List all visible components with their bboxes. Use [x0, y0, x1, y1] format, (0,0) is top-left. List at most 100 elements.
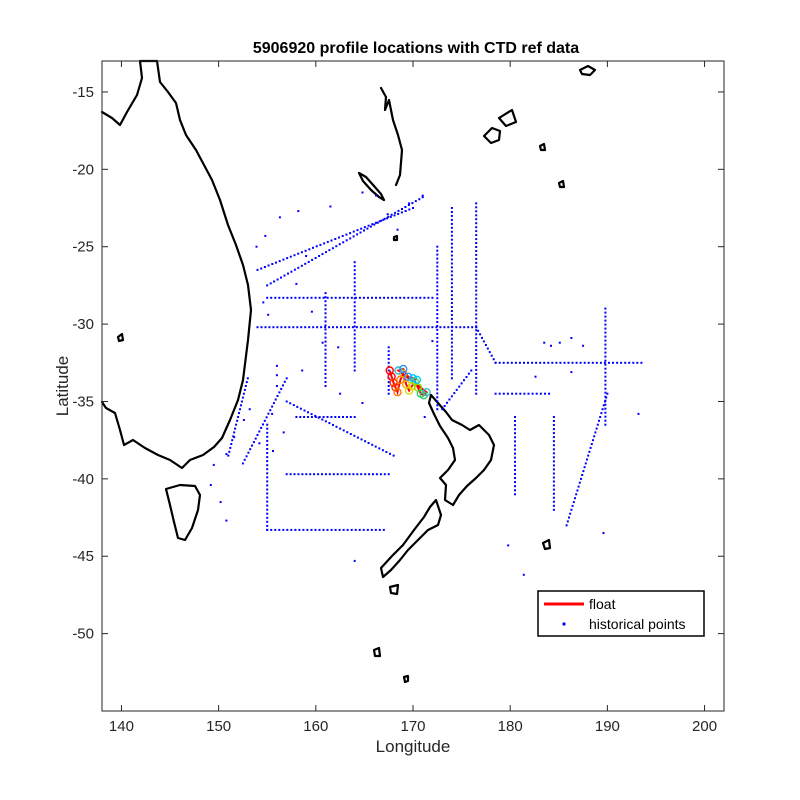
historical-point: [387, 385, 390, 387]
historical-point: [539, 392, 542, 395]
historical-point: [436, 344, 439, 347]
historical-point: [324, 316, 327, 319]
historical-point: [298, 528, 301, 531]
x-axis-label: Longitude: [376, 737, 451, 756]
historical-point: [376, 221, 379, 224]
historical-point: [423, 326, 426, 329]
stewart-island-coastline: [388, 583, 400, 596]
historical-point: [271, 405, 274, 408]
historical-point: [338, 296, 341, 299]
historical-points-layer: [209, 191, 643, 593]
historical-point: [475, 388, 478, 391]
historical-point: [436, 301, 439, 304]
historical-point: [605, 396, 608, 399]
historical-point: [602, 532, 605, 534]
historical-point: [570, 508, 573, 511]
historical-point: [366, 528, 369, 531]
float-profile-marker: [393, 388, 402, 397]
historical-point: [328, 249, 331, 252]
historical-point: [436, 348, 439, 351]
historical-point: [381, 449, 384, 452]
historical-point: [450, 329, 453, 332]
historical-point: [251, 444, 253, 447]
historical-point: [582, 344, 585, 347]
historical-point: [450, 395, 453, 398]
historical-point: [475, 210, 478, 213]
historical-point: [359, 231, 362, 234]
historical-point: [415, 296, 418, 299]
historical-point: [397, 212, 400, 215]
historical-point: [266, 448, 269, 450]
historical-point: [604, 415, 607, 418]
historical-point: [229, 446, 232, 449]
legend-box: [537, 590, 705, 637]
historical-point: [274, 528, 277, 531]
historical-point: [266, 512, 269, 515]
chart-title: 5906920 profile locations with CTD ref d…: [253, 40, 579, 57]
historical-point: [310, 528, 313, 531]
float-track: [388, 367, 429, 397]
historical-point: [584, 462, 587, 465]
historical-point: [640, 361, 643, 364]
historical-point: [587, 454, 590, 457]
historical-point: [303, 416, 306, 418]
historical-point: [326, 296, 329, 299]
historical-point: [243, 388, 246, 391]
historical-point: [340, 326, 342, 329]
historical-point: [368, 473, 371, 476]
historical-point: [570, 337, 573, 339]
historical-point: [544, 392, 546, 395]
historical-point: [628, 361, 631, 364]
historical-point: [453, 392, 456, 395]
float-profile-marker: [399, 364, 408, 374]
historical-point: [353, 281, 356, 284]
historical-point: [387, 381, 390, 384]
historical-point: [601, 408, 604, 411]
historical-point: [604, 343, 607, 346]
historical-point: [436, 404, 439, 407]
historical-point: [345, 416, 348, 418]
historical-point: [248, 408, 251, 411]
historical-point: [492, 358, 495, 361]
historical-point: [394, 211, 397, 214]
historical-point: [475, 297, 478, 300]
historical-point: [450, 349, 453, 352]
historical-point: [552, 468, 555, 471]
historical-point: [450, 361, 453, 364]
historical-point: [436, 289, 439, 292]
historical-point: [297, 210, 300, 213]
historical-point: [387, 354, 390, 356]
y-tick-label: -45: [72, 548, 94, 565]
historical-point: [435, 326, 438, 329]
historical-point: [371, 326, 374, 329]
historical-point: [290, 528, 293, 531]
historical-point: [514, 452, 516, 455]
historical-point: [239, 408, 241, 411]
historical-point: [467, 372, 470, 375]
legend-float-label: float: [589, 596, 616, 612]
historical-point: [236, 419, 239, 422]
historical-point: [328, 473, 331, 476]
historical-point: [330, 528, 333, 531]
historical-point: [427, 326, 430, 329]
historical-point: [289, 255, 292, 258]
historical-point: [604, 327, 607, 330]
historical-point: [436, 313, 439, 316]
fiji-coastline: [482, 108, 518, 145]
float-profile-marker: [391, 383, 400, 392]
historical-point: [266, 508, 269, 511]
historical-point: [367, 296, 369, 299]
historical-point: [514, 424, 516, 427]
historical-point: [475, 376, 478, 379]
historical-point: [310, 413, 313, 416]
historical-point: [616, 361, 619, 364]
historical-point: [450, 290, 453, 293]
historical-point: [225, 519, 228, 522]
historical-point: [436, 360, 439, 363]
historical-point: [353, 434, 356, 437]
historical-point: [436, 336, 439, 339]
historical-point: [274, 398, 277, 401]
historical-point: [386, 217, 389, 220]
historical-point: [338, 243, 341, 246]
historical-point: [332, 423, 334, 426]
